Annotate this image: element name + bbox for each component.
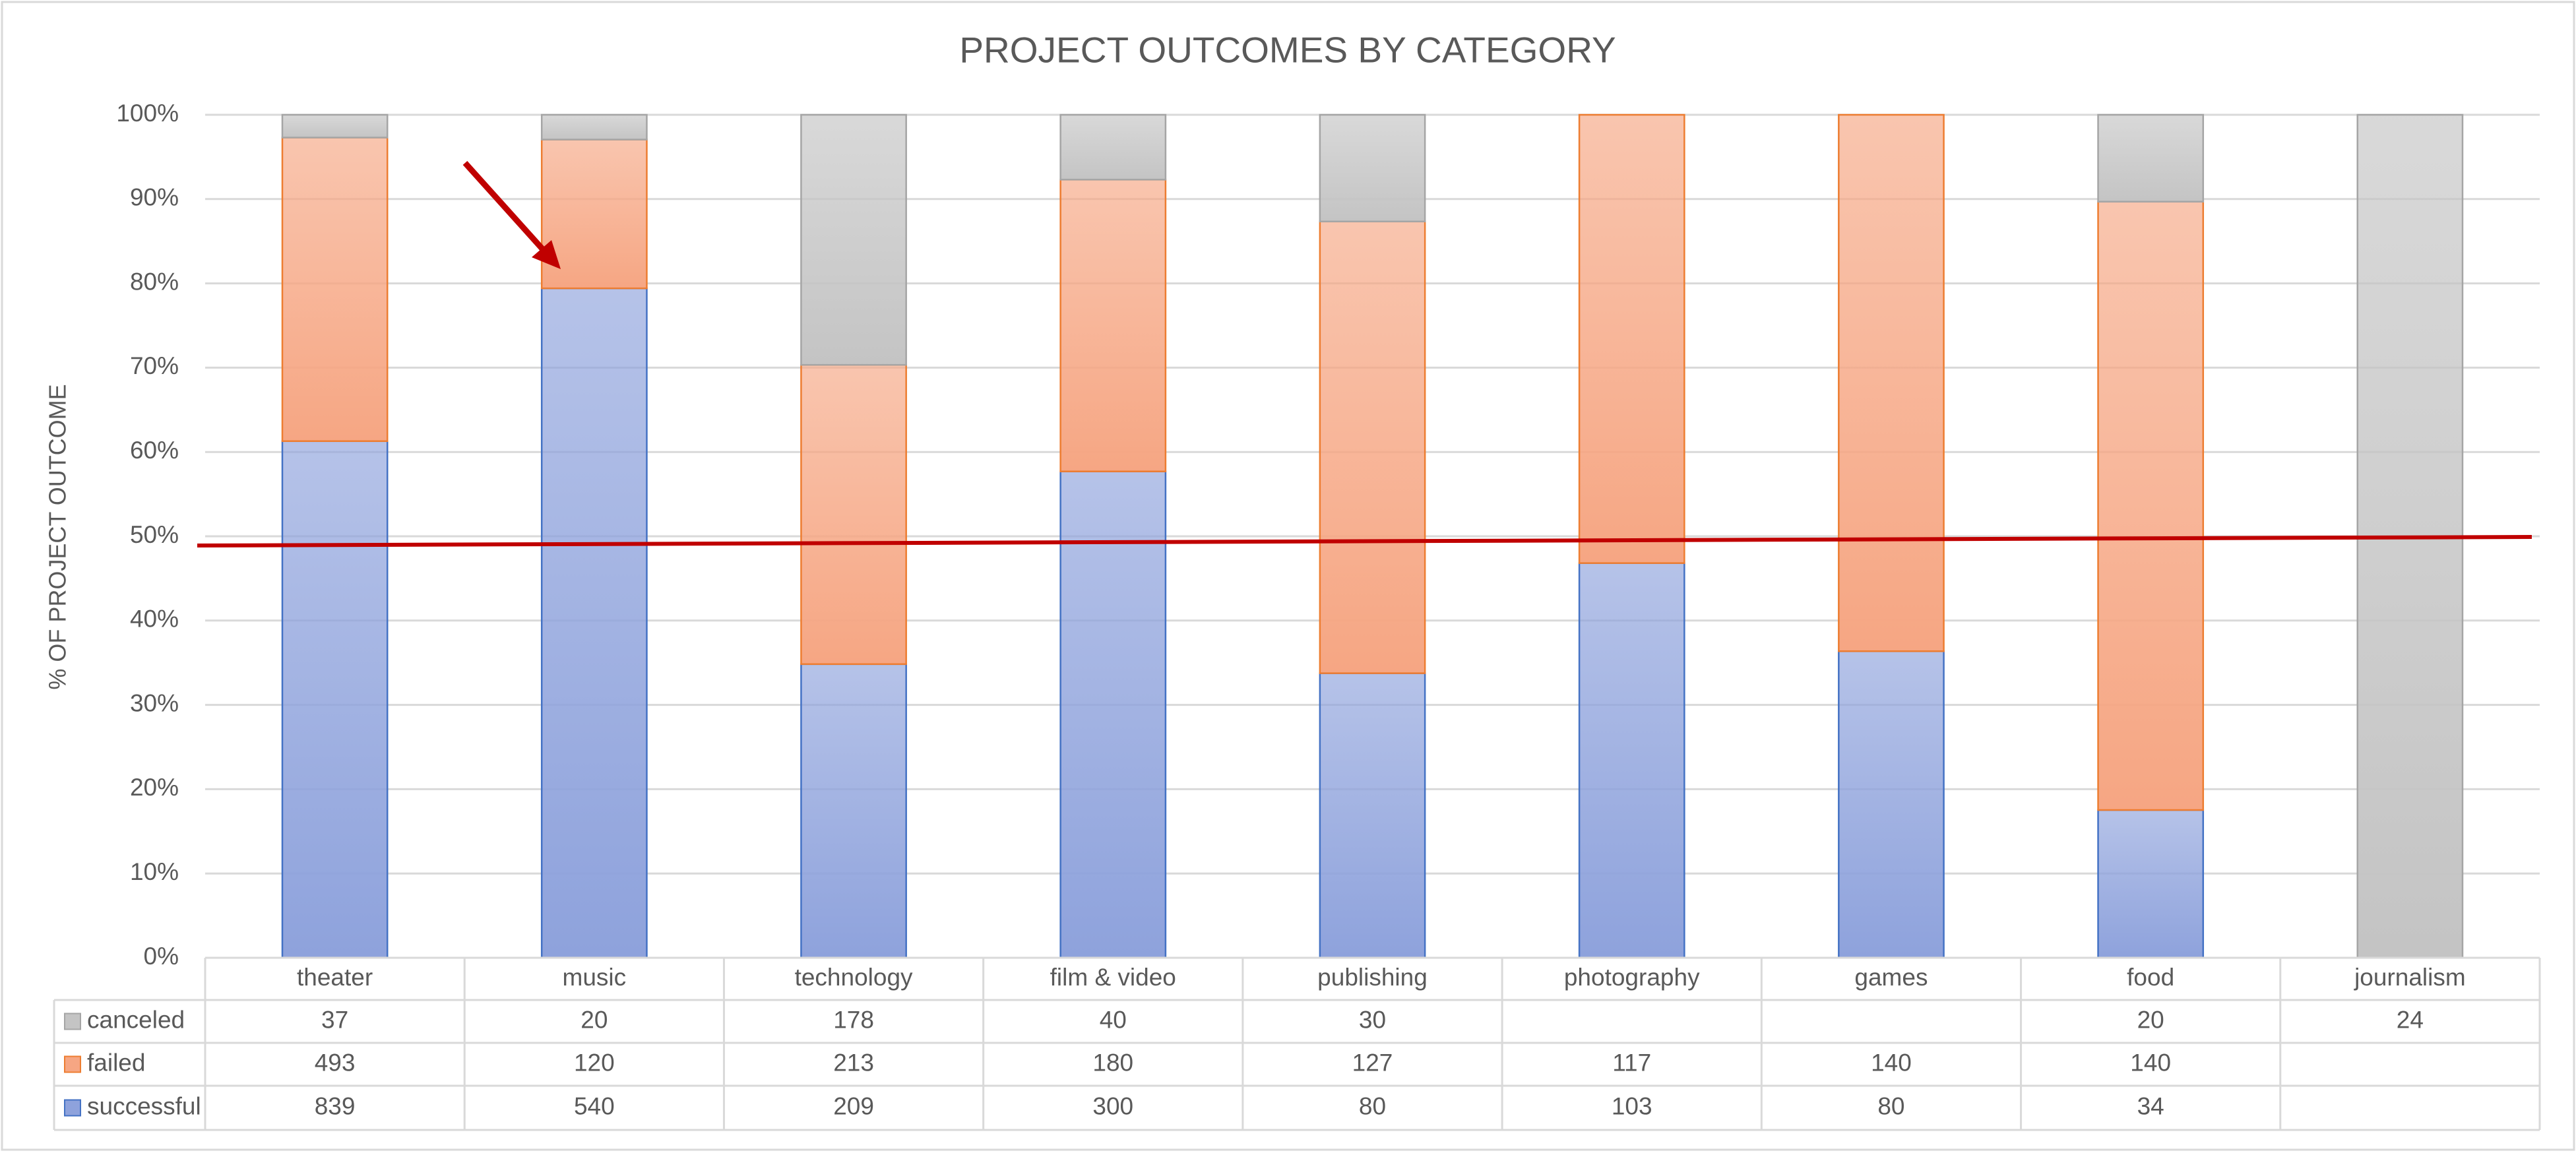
y-tick-label: 60% xyxy=(130,437,179,464)
y-tick-label: 70% xyxy=(130,352,179,379)
x-tick-label: theater xyxy=(297,964,373,991)
annotation-arrow xyxy=(462,160,550,257)
table-value: 40 xyxy=(1100,1006,1127,1033)
legend-label: successful xyxy=(87,1092,201,1119)
table-value: 120 xyxy=(574,1049,615,1076)
annotation-arrowhead xyxy=(532,240,561,269)
bar-segment xyxy=(2097,809,2205,959)
bar-segment xyxy=(2097,113,2205,203)
bar-segment xyxy=(1059,470,1167,959)
reference-line xyxy=(197,535,2532,547)
x-tick-label: journalism xyxy=(2354,964,2466,991)
bar-segment xyxy=(1578,562,1685,959)
y-tick-label: 30% xyxy=(130,689,179,716)
x-tick-label: music xyxy=(563,964,627,991)
bar-segment xyxy=(800,363,907,666)
x-tick-label: film & video xyxy=(1050,964,1176,991)
bar-segment xyxy=(281,137,389,443)
bar-segment xyxy=(800,113,907,366)
table-value: 493 xyxy=(315,1049,356,1076)
bar-segment xyxy=(1578,113,1685,564)
table-value: 180 xyxy=(1092,1049,1133,1076)
bar-segment xyxy=(800,663,907,959)
bar-segment xyxy=(1059,179,1167,472)
legend-key xyxy=(64,1099,81,1117)
table-value: 178 xyxy=(833,1006,874,1033)
bar-segment xyxy=(1319,672,1426,959)
x-tick-label: games xyxy=(1854,964,1928,991)
table-value: 300 xyxy=(1092,1092,1133,1119)
y-tick-label: 20% xyxy=(130,774,179,801)
bar-segment xyxy=(2097,201,2205,811)
legend-key xyxy=(64,1055,81,1073)
y-tick-label: 90% xyxy=(130,184,179,211)
table-value: 30 xyxy=(1359,1006,1386,1033)
x-tick-label: photography xyxy=(1564,964,1700,991)
table-value: 20 xyxy=(2137,1006,2164,1033)
bar-segment xyxy=(281,113,389,139)
legend-label: failed xyxy=(87,1049,145,1076)
y-axis-label: % OF PROJECT OUTCOME xyxy=(44,384,71,689)
y-tick-label: 0% xyxy=(144,943,179,970)
table-value: 140 xyxy=(2130,1049,2171,1076)
table-value: 140 xyxy=(1871,1049,1912,1076)
table-value: 80 xyxy=(1359,1092,1386,1119)
y-tick-label: 50% xyxy=(130,521,179,548)
table-value: 103 xyxy=(1612,1092,1652,1119)
y-tick-label: 80% xyxy=(130,268,179,295)
y-tick-label: 100% xyxy=(116,100,179,127)
bar-segment xyxy=(540,287,648,959)
table-value: 839 xyxy=(315,1092,356,1119)
table-value: 37 xyxy=(321,1006,348,1033)
bar-segment xyxy=(1319,113,1426,223)
y-tick-label: 40% xyxy=(130,606,179,633)
bar-segment xyxy=(1838,650,1945,959)
x-tick-label: technology xyxy=(795,964,913,991)
legend-key xyxy=(64,1013,81,1030)
bar-segment xyxy=(540,113,648,140)
bar-segment xyxy=(540,139,648,290)
table-value: 540 xyxy=(574,1092,615,1119)
bar-segment xyxy=(1838,113,1945,652)
bar-segment xyxy=(281,440,389,959)
chart-title: PROJECT OUTCOMES BY CATEGORY xyxy=(959,30,1616,71)
table-value: 127 xyxy=(1352,1049,1393,1076)
table-value: 213 xyxy=(833,1049,874,1076)
table-value: 209 xyxy=(833,1092,874,1119)
y-tick-label: 10% xyxy=(130,858,179,885)
table-value: 24 xyxy=(2397,1006,2424,1033)
table-value: 20 xyxy=(581,1006,608,1033)
legend-label: canceled xyxy=(87,1006,185,1033)
bar-segment xyxy=(1319,220,1426,674)
table-value: 80 xyxy=(1877,1092,1904,1119)
x-tick-label: publishing xyxy=(1317,964,1428,991)
table-value: 117 xyxy=(1612,1049,1651,1076)
bar-segment xyxy=(1059,113,1167,181)
table-value: 34 xyxy=(2137,1092,2164,1119)
x-tick-label: food xyxy=(2127,964,2174,991)
